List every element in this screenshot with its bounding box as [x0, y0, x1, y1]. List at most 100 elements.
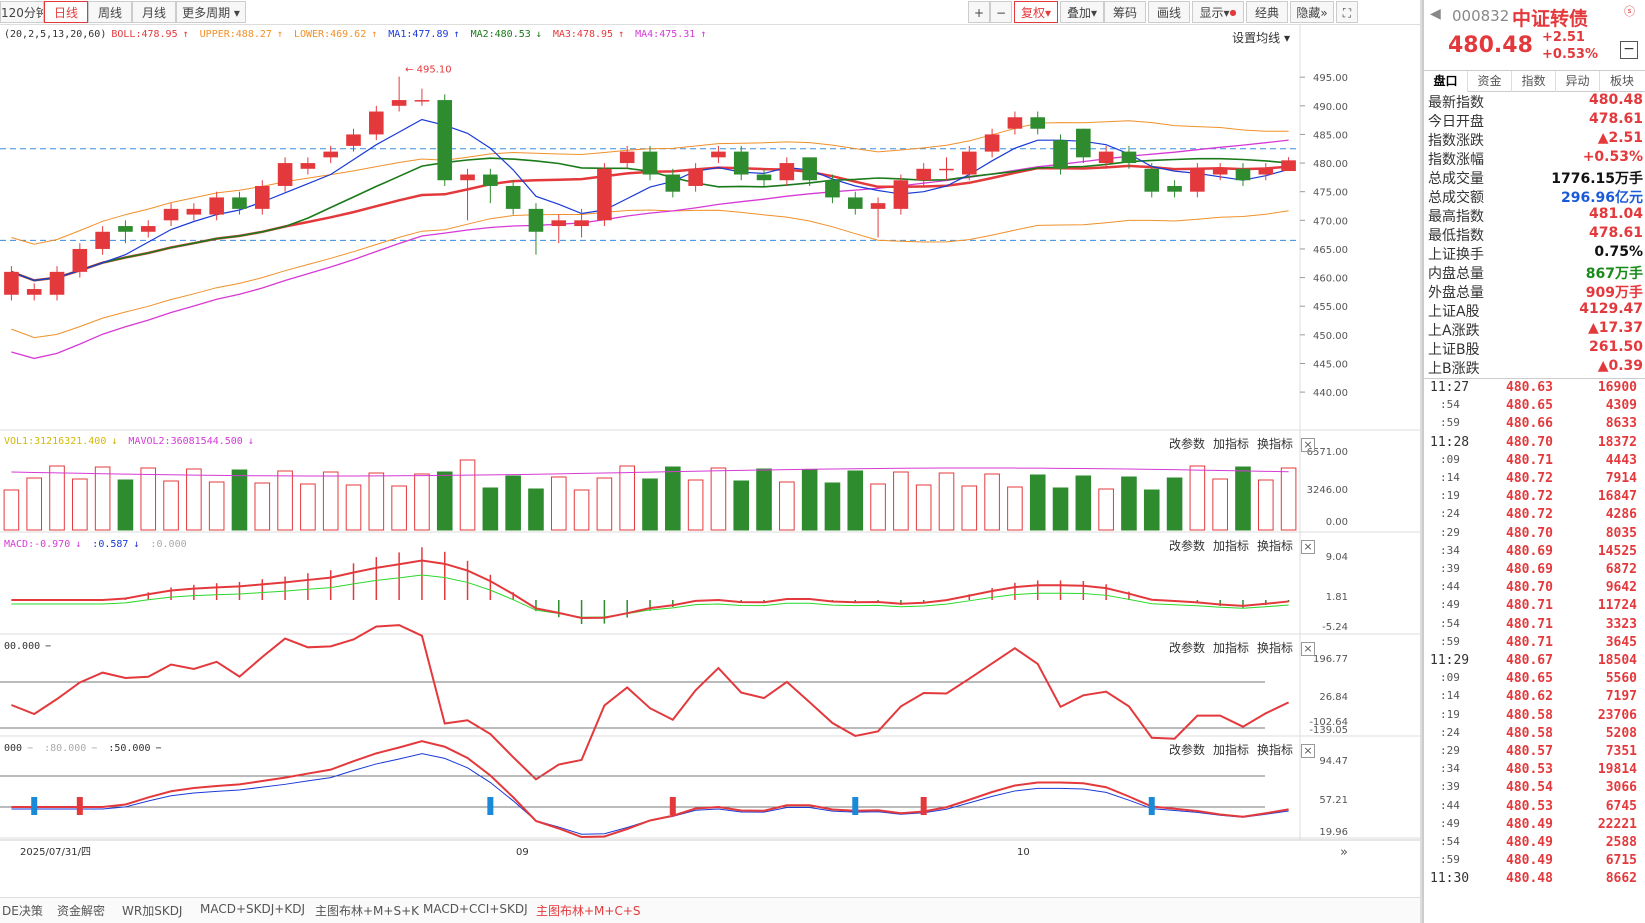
- price-tick-label: 470.00: [1313, 216, 1348, 227]
- tick-price: 480.71: [1506, 452, 1553, 468]
- btab-5[interactable]: MACD+CCI+SKDJ: [423, 902, 528, 916]
- cci-indicator-line: 00.000−: [4, 641, 52, 652]
- fullscreen-icon[interactable]: ⛶: [1336, 1, 1358, 23]
- ind-upper: UPPER:488.27: [199, 29, 272, 40]
- tick-row: :59 480.66 8633: [1424, 416, 1643, 435]
- up-arrow-icon: ↑: [700, 29, 707, 40]
- more-period-label: 更多周期: [182, 6, 231, 20]
- panel-splitter[interactable]: [1420, 0, 1422, 923]
- overlay-dropdown[interactable]: 叠加▾: [1060, 1, 1104, 23]
- close-icon[interactable]: ×: [1301, 642, 1315, 656]
- close-icon[interactable]: ×: [1301, 540, 1315, 554]
- stat-value: 478.61: [1588, 225, 1643, 241]
- chart-area[interactable]: 495.00 490.00 485.00 480.00 475.00 470.00 465.…: [0, 25, 1420, 897]
- tick-price: 480.69: [1506, 543, 1553, 559]
- candle-body: [460, 174, 475, 181]
- notify-dot-icon: ●: [1229, 8, 1237, 17]
- stat-value: ▲2.51: [1597, 130, 1643, 146]
- down-arrow-icon: ↓: [111, 436, 118, 447]
- switch-indicator-button[interactable]: 换指标: [1256, 539, 1293, 553]
- kdj-indicator-line: 000− :80.000− :50.000−: [4, 743, 162, 754]
- volume-bar: [1007, 486, 1023, 531]
- period-120min-button[interactable]: 120分钟: [0, 1, 44, 23]
- switch-indicator-button[interactable]: 换指标: [1256, 641, 1293, 655]
- close-icon[interactable]: ×: [1301, 744, 1315, 758]
- btab-6[interactable]: 主图布林+M+C+S: [536, 904, 641, 918]
- add-indicator-button[interactable]: 加指标: [1212, 743, 1249, 757]
- candle-body: [939, 168, 954, 171]
- ind-boll: BOLL:478.95: [111, 29, 178, 40]
- stat-label: 上证A股: [1428, 304, 1480, 320]
- period-daily-button[interactable]: 日线: [44, 1, 88, 23]
- change-params-button[interactable]: 改参数: [1168, 437, 1205, 451]
- chips-button[interactable]: 筹码: [1104, 1, 1146, 23]
- volume-bar: [938, 472, 955, 531]
- tick-price: 480.65: [1506, 671, 1553, 687]
- stat-row: 最低指数 478.61: [1428, 225, 1643, 245]
- switch-indicator-button[interactable]: 换指标: [1256, 743, 1293, 757]
- side-tab-index[interactable]: 指数: [1512, 71, 1556, 92]
- hide-button[interactable]: 隐藏»: [1290, 1, 1334, 23]
- ma-setting-dropdown[interactable]: 设置均线 ▾: [1232, 31, 1290, 45]
- change-params-button[interactable]: 改参数: [1168, 743, 1205, 757]
- btab-4[interactable]: 主图布林+M+S+K: [315, 904, 420, 918]
- add-indicator-button[interactable]: 加指标: [1212, 641, 1249, 655]
- draw-line-button[interactable]: 画线: [1148, 1, 1190, 23]
- close-icon[interactable]: ×: [1301, 438, 1315, 452]
- candle-body: [483, 174, 498, 186]
- tick-price: 480.67: [1506, 653, 1553, 668]
- kdj-axis-label: 57.21: [1319, 795, 1348, 806]
- date-label-sep: 09: [516, 847, 529, 858]
- classic-button[interactable]: 经典: [1246, 1, 1288, 23]
- tick-row: :44 480.70 9642: [1424, 580, 1643, 599]
- btab-3[interactable]: MACD+SKDJ+KDJ: [200, 902, 305, 916]
- candle-body: [870, 203, 886, 209]
- volume-bar: [1189, 465, 1206, 531]
- zoom-in-button[interactable]: +: [968, 1, 990, 23]
- ma1-line: [11, 118, 1289, 282]
- display-dropdown[interactable]: 显示▾●: [1192, 1, 1244, 23]
- rehab-dropdown[interactable]: 复权▾: [1014, 1, 1058, 23]
- volume-bar: [1166, 477, 1183, 531]
- switch-indicator-button[interactable]: 换指标: [1256, 437, 1293, 451]
- add-indicator-button[interactable]: 加指标: [1212, 437, 1249, 451]
- btab-2[interactable]: WR加SKDJ: [122, 904, 183, 918]
- kdj-signal-mark: [487, 797, 494, 815]
- candle-body: [26, 289, 42, 295]
- change-params-button[interactable]: 改参数: [1168, 641, 1205, 655]
- tick-time: :49: [1440, 598, 1460, 612]
- stat-value: 478.61: [1588, 111, 1643, 127]
- tick-price: 480.65: [1506, 398, 1553, 414]
- period-weekly-button[interactable]: 周线: [88, 1, 132, 23]
- add-indicator-button[interactable]: 加指标: [1212, 539, 1249, 553]
- side-tab-funds[interactable]: 资金: [1468, 71, 1512, 92]
- candle-body: [642, 151, 658, 175]
- more-period-dropdown[interactable]: 更多周期 ▾: [176, 1, 246, 23]
- prev-arrow-icon[interactable]: ◀: [1430, 6, 1441, 22]
- tick-time: :44: [1440, 798, 1460, 812]
- tick-time: :19: [1440, 489, 1460, 503]
- side-tab-changes[interactable]: 异动: [1556, 71, 1600, 92]
- tick-time: :54: [1440, 398, 1460, 412]
- change-params-button[interactable]: 改参数: [1168, 539, 1205, 553]
- tick-price: 480.71: [1506, 634, 1553, 650]
- collapse-icon[interactable]: −: [1620, 41, 1638, 59]
- price-change: +2.51: [1542, 30, 1585, 45]
- volume-bar: [94, 466, 111, 531]
- side-tab-sector[interactable]: 板块: [1609, 74, 1634, 88]
- tick-volume: 6745: [1605, 798, 1637, 814]
- btab-0[interactable]: DE决策: [2, 904, 43, 918]
- price-change-pct: +0.53%: [1542, 47, 1598, 62]
- zoom-out-button[interactable]: −: [990, 1, 1012, 23]
- kline-chart[interactable]: 495.00 490.00 485.00 480.00 475.00 470.00 465.…: [0, 25, 1420, 897]
- volume-bar: [573, 489, 590, 531]
- candle-body: [505, 185, 521, 209]
- side-tab-handicap[interactable]: 盘口: [1424, 71, 1468, 92]
- cci-axis-label: 26.84: [1319, 692, 1348, 703]
- period-monthly-button[interactable]: 月线: [132, 1, 176, 23]
- btab-1[interactable]: 资金解密: [57, 904, 106, 918]
- info-icon[interactable]: ⓢ: [1624, 5, 1635, 18]
- kdj-axis-label: 94.47: [1319, 756, 1348, 767]
- volume-bar: [277, 470, 293, 531]
- tick-time: 11:29: [1430, 653, 1470, 668]
